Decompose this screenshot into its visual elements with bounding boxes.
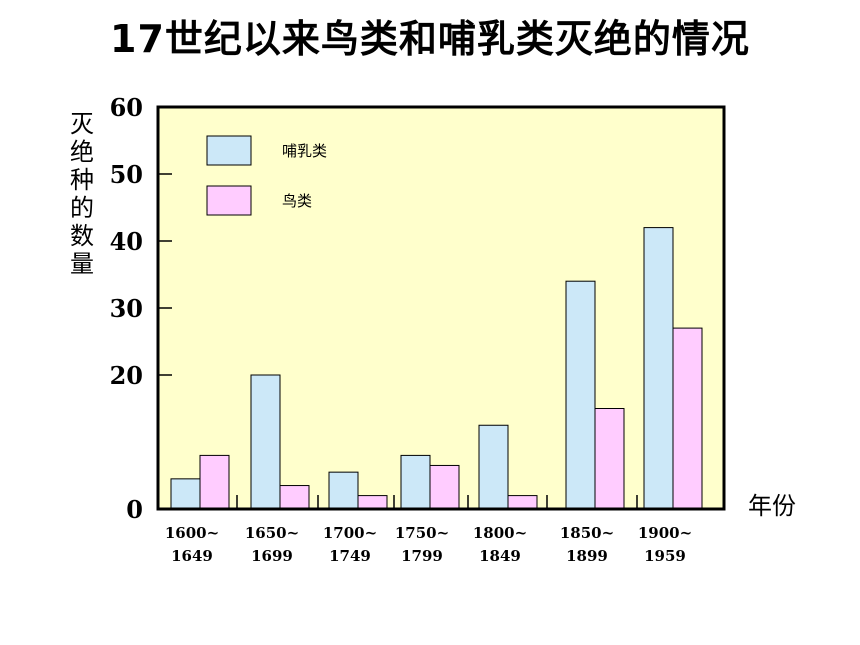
- x-tick-label: 1849: [479, 547, 521, 565]
- bar-mammal: [478, 424, 509, 510]
- legend-swatch-mammal: [206, 135, 252, 166]
- x-tick-label: 1799: [401, 547, 443, 565]
- y-tick-label: 50: [110, 160, 143, 189]
- bar-bird: [429, 464, 460, 510]
- x-tick-label: 1600~: [165, 524, 219, 542]
- x-tick-label: 1800~: [473, 524, 527, 542]
- y-tick-label: 60: [110, 93, 143, 122]
- y-tick-label: 20: [110, 361, 143, 390]
- y-tick-label: 30: [110, 294, 143, 323]
- bar-bird: [507, 495, 538, 510]
- y-tick-label: 40: [110, 227, 143, 256]
- y-axis-label: 灭绝种的数量: [70, 110, 94, 278]
- bar-mammal: [250, 374, 281, 510]
- x-tick-label: 1850~: [560, 524, 614, 542]
- x-tick-label: 1899: [566, 547, 608, 565]
- x-tick-label: 1749: [329, 547, 371, 565]
- x-tick-label: 1699: [251, 547, 293, 565]
- bar-bird: [672, 327, 703, 510]
- legend-label-bird: 鸟类: [282, 192, 312, 210]
- plot-area: [156, 105, 726, 511]
- bar-mammal: [643, 227, 674, 510]
- x-tick-label: 1900~: [638, 524, 692, 542]
- x-tick-label: 1650~: [245, 524, 299, 542]
- x-axis-label: 年份: [748, 492, 796, 520]
- bar-bird: [279, 485, 310, 510]
- bar-mammal: [400, 454, 431, 510]
- bar-bird: [199, 454, 230, 510]
- legend-swatch-bird: [206, 185, 252, 216]
- bar-bird: [594, 408, 625, 510]
- y-tick-label: 0: [126, 495, 143, 524]
- bar-bird: [357, 495, 388, 510]
- x-tick-label: 1959: [644, 547, 686, 565]
- bar-mammal: [170, 478, 201, 510]
- x-tick-label: 1700~: [323, 524, 377, 542]
- x-tick-label: 1649: [171, 547, 213, 565]
- bar-mammal: [328, 471, 359, 510]
- x-tick-label: 1750~: [395, 524, 449, 542]
- chart-title: 17世纪以来鸟类和哺乳类灭绝的情况: [110, 17, 750, 61]
- bar-mammal: [565, 280, 596, 510]
- legend-label-mammal: 哺乳类: [282, 142, 327, 160]
